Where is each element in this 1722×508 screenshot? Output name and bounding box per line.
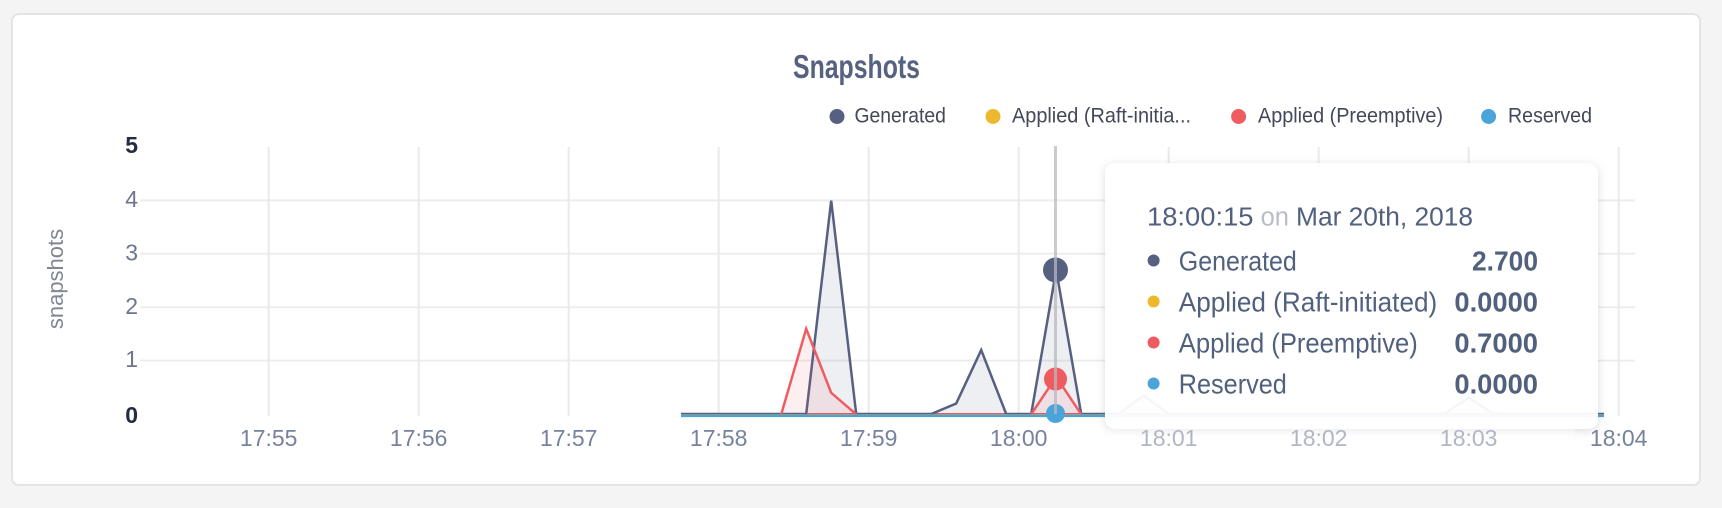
- svg-text:18:01: 18:01: [1140, 425, 1198, 451]
- svg-text:4: 4: [125, 186, 138, 212]
- svg-text:2.700: 2.700: [1472, 246, 1538, 277]
- svg-text:17:56: 17:56: [390, 425, 448, 451]
- svg-text:17:57: 17:57: [540, 425, 598, 451]
- svg-text:Applied (Raft-initia...: Applied (Raft-initia...: [1012, 105, 1191, 128]
- svg-text:Reserved: Reserved: [1179, 369, 1287, 400]
- svg-text:snapshots: snapshots: [43, 229, 68, 329]
- svg-text:Applied (Preemptive): Applied (Preemptive): [1258, 105, 1443, 128]
- svg-text:17:55: 17:55: [240, 425, 298, 451]
- svg-text:0: 0: [125, 402, 138, 428]
- svg-text:17:59: 17:59: [840, 425, 898, 451]
- svg-text:17:58: 17:58: [690, 425, 748, 451]
- svg-text:1: 1: [125, 346, 138, 372]
- svg-text:Generated: Generated: [855, 105, 946, 128]
- svg-text:Generated: Generated: [1179, 246, 1297, 277]
- svg-text:18:02: 18:02: [1290, 425, 1348, 451]
- svg-text:Reserved: Reserved: [1508, 105, 1592, 128]
- svg-text:3: 3: [125, 239, 138, 265]
- svg-text:Applied (Preemptive): Applied (Preemptive): [1179, 328, 1418, 359]
- svg-text:18:03: 18:03: [1440, 425, 1498, 451]
- svg-text:Applied (Raft-initiated): Applied (Raft-initiated): [1179, 287, 1437, 318]
- svg-text:5: 5: [125, 132, 138, 158]
- svg-text:18:00:15 on Mar 20th, 2018: 18:00:15 on Mar 20th, 2018: [1147, 204, 1473, 232]
- svg-text:0.0000: 0.0000: [1454, 369, 1538, 400]
- svg-text:0.0000: 0.0000: [1454, 287, 1538, 318]
- svg-text:2: 2: [125, 293, 138, 319]
- svg-text:18:04: 18:04: [1590, 425, 1648, 451]
- svg-text:18:00: 18:00: [990, 425, 1048, 451]
- svg-text:0.7000: 0.7000: [1454, 328, 1538, 359]
- svg-text:Snapshots: Snapshots: [793, 48, 920, 85]
